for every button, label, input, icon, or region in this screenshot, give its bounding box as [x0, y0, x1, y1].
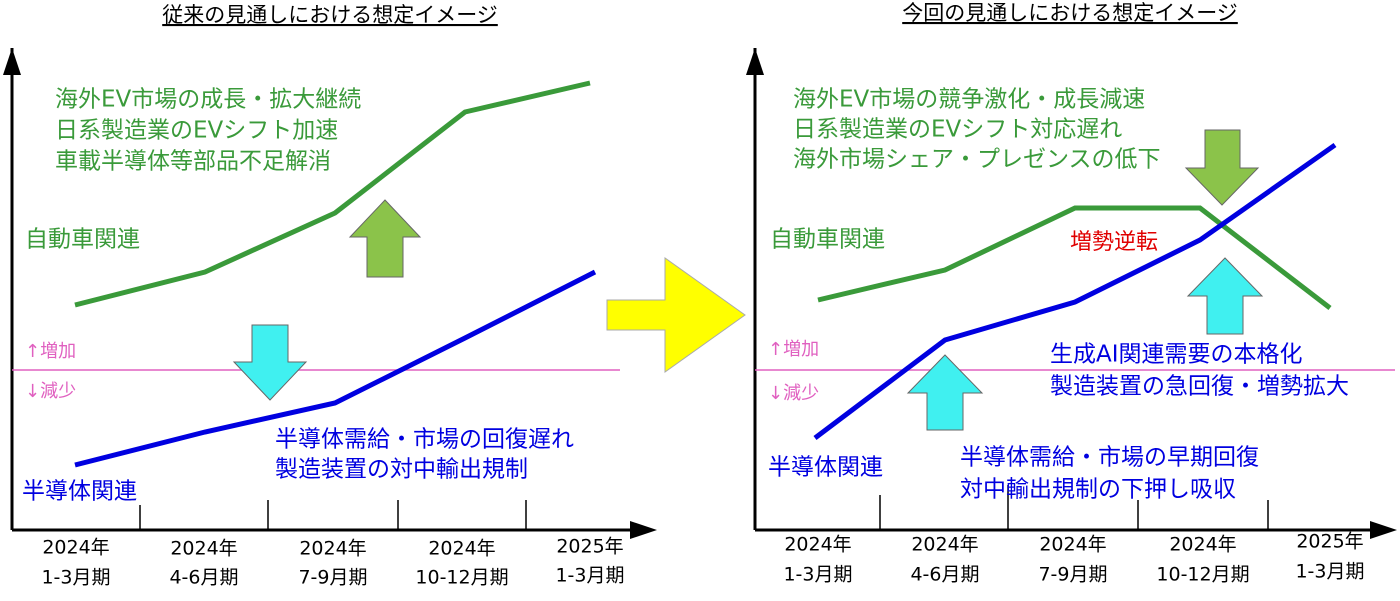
panel-title: 従来の見通しにおける想定イメージ [162, 3, 498, 27]
period-quarter: 7-9月期 [298, 567, 367, 589]
period-year: 2025年 [556, 536, 623, 558]
period-quarter: 7-9月期 [1038, 564, 1107, 586]
period-labels: 2024年 1-3月期 2024年 4-6月期 2024年 7-9月期 2024年 10-12… [783, 531, 1364, 586]
period-year: 2024年 [428, 538, 495, 560]
decrease-label: ↓減少 [25, 381, 76, 402]
period-quarter: 10-12月期 [1156, 564, 1249, 586]
up-arrow [348, 199, 422, 278]
x-axis-arrow [1370, 521, 1397, 539]
semi-note: 半導体需給・市場の早期回復 [960, 445, 1259, 471]
period-separators [879, 485, 1269, 530]
auto-note: 日系製造業のEVシフト加速 [55, 118, 338, 144]
period-quarter: 1-3月期 [41, 567, 110, 589]
semi-note: 製造装置の対中輸出規制 [275, 457, 528, 483]
period-year: 2025年 [1296, 531, 1363, 553]
auto-note: 車載半導体等部品不足解消 [55, 149, 331, 175]
period-quarter: 4-6月期 [910, 564, 979, 586]
transition-arrow [606, 257, 746, 373]
semi-line [74, 269, 597, 468]
semi-label: 半導体関連 [22, 479, 137, 505]
period-separators [139, 500, 527, 530]
semi-label: 半導体関連 [768, 455, 883, 481]
left-panel: 従来の見通しにおける想定イメージ ↑増加 ↓減少 海外EV市場の成長・拡大継続 … [3, 3, 657, 589]
semi-note: 半導体需給・市場の回復遅れ [275, 427, 574, 453]
panel-title: 今回の見通しにおける想定イメージ [902, 1, 1238, 25]
period-year: 2024年 [911, 534, 978, 556]
period-quarter: 1-3月期 [1295, 561, 1364, 583]
auto-line [817, 205, 1332, 310]
period-year: 2024年 [1169, 534, 1236, 556]
x-axis-arrow [630, 521, 657, 539]
period-year: 2024年 [299, 538, 366, 560]
period-quarter: 1-3月期 [783, 564, 852, 586]
period-labels: 2024年 1-3月期 2024年 4-6月期 2024年 7-9月期 2024年 10-12… [41, 536, 624, 589]
period-year: 2024年 [170, 538, 237, 560]
period-quarter: 10-12月期 [415, 567, 508, 589]
crossover-label: 増勢逆転 [1070, 230, 1158, 255]
down-arrow [232, 324, 308, 401]
period-quarter: 1-3月期 [555, 565, 624, 587]
y-axis-arrow [746, 48, 764, 75]
up-arrow [906, 354, 984, 431]
period-year: 2024年 [42, 537, 109, 559]
period-year: 2024年 [784, 534, 851, 556]
ai-note: 生成AI関連需要の本格化 [1050, 342, 1303, 368]
right-panel: 今回の見通しにおける想定イメージ ↑増加 ↓減少 海外EV市場の競争激化・成長減… [746, 1, 1397, 586]
y-axis-arrow [3, 48, 21, 75]
auto-note: 海外EV市場の競争激化・成長減速 [793, 87, 1145, 113]
auto-label: 自動車関連 [770, 227, 885, 253]
auto-note: 海外EV市場の成長・拡大継続 [55, 87, 361, 113]
period-quarter: 4-6月期 [169, 567, 238, 589]
auto-label: 自動車関連 [25, 227, 140, 253]
auto-line [74, 80, 591, 308]
period-year: 2024年 [1039, 534, 1106, 556]
semi-note: 対中輸出規制の下押し吸収 [960, 477, 1236, 503]
down-arrow [1184, 129, 1260, 206]
semi-line [813, 142, 1337, 440]
increase-label: ↑増加 [25, 341, 76, 362]
up-arrow [1186, 257, 1264, 335]
increase-label: ↑増加 [768, 339, 819, 360]
ai-note: 製造装置の急回復・増勢拡大 [1050, 374, 1349, 400]
auto-note: 海外市場シェア・プレゼンスの低下 [793, 147, 1161, 173]
decrease-label: ↓減少 [768, 383, 819, 404]
auto-note: 日系製造業のEVシフト対応遅れ [793, 117, 1122, 143]
